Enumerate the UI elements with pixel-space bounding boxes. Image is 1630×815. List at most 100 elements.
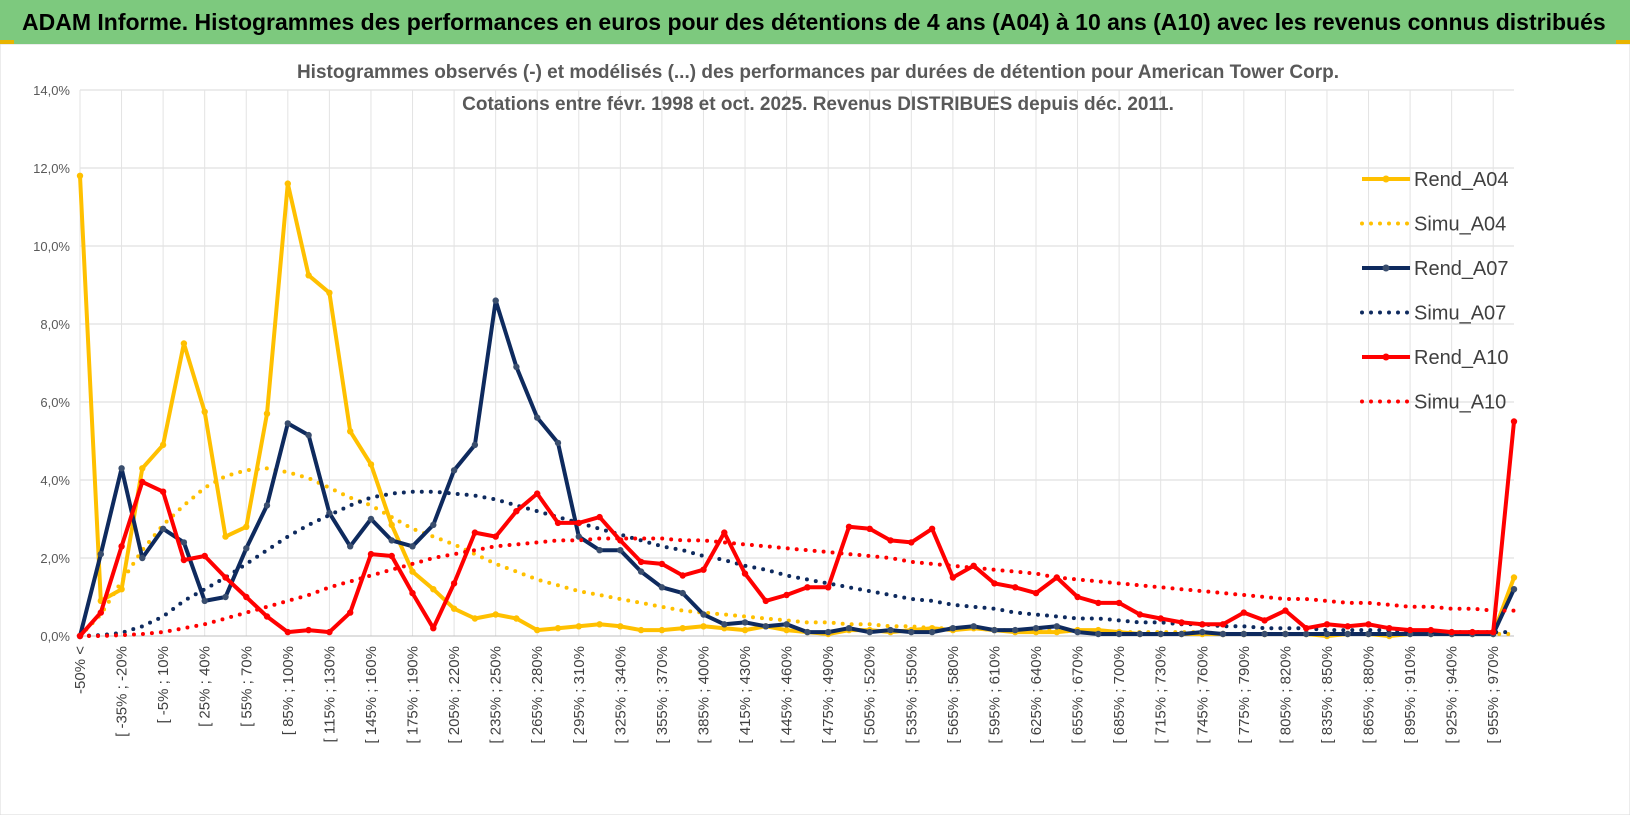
series-line-simu-a07 xyxy=(78,489,1516,638)
y-tick-label: 8,0% xyxy=(40,317,70,332)
data-point xyxy=(222,593,229,601)
x-tick-label: [ 175% ; 190% xyxy=(405,646,422,744)
data-point xyxy=(949,625,957,632)
data-point xyxy=(409,568,416,575)
data-point xyxy=(1074,593,1081,601)
data-point xyxy=(243,545,250,552)
data-point xyxy=(825,584,832,591)
x-tick-label: [ 415% ; 430% xyxy=(737,646,754,744)
data-point xyxy=(1012,626,1019,634)
data-point xyxy=(1157,615,1164,622)
data-point xyxy=(804,628,811,636)
data-point xyxy=(658,560,666,568)
data-point xyxy=(1448,628,1455,636)
data-point xyxy=(1323,630,1331,638)
data-point xyxy=(430,521,437,529)
data-point xyxy=(76,172,84,179)
chart-area xyxy=(0,44,1630,815)
x-tick-label: [ -35% ; -20% xyxy=(114,646,131,737)
data-point xyxy=(430,625,437,632)
data-point xyxy=(928,628,936,636)
data-point xyxy=(1323,621,1331,628)
data-point xyxy=(1386,625,1393,632)
data-point xyxy=(305,431,312,439)
data-point xyxy=(284,420,291,427)
data-point xyxy=(1406,626,1414,634)
data-point xyxy=(866,525,873,532)
histogram-chart: Histogrammes observés (-) et modélisés (… xyxy=(0,44,1630,815)
data-point xyxy=(1032,625,1040,632)
data-point xyxy=(970,623,977,630)
data-point xyxy=(637,568,645,575)
legend-marker xyxy=(1382,264,1390,272)
legend-label-simu-a10: Simu_A10 xyxy=(1414,392,1506,414)
data-point xyxy=(159,488,167,495)
data-point xyxy=(928,525,936,532)
data-point xyxy=(367,550,375,558)
x-tick-label: [ 325% ; 340% xyxy=(612,646,629,744)
data-point xyxy=(1136,611,1144,618)
data-point xyxy=(617,623,624,630)
data-point xyxy=(1219,630,1227,638)
data-point xyxy=(741,570,749,577)
data-point xyxy=(263,613,271,620)
data-point xyxy=(492,297,499,304)
data-point xyxy=(1199,628,1206,636)
x-tick-label: [ 475% ; 490% xyxy=(820,646,837,744)
data-point xyxy=(783,591,790,599)
data-point xyxy=(513,615,520,622)
data-point xyxy=(1510,418,1518,425)
x-tick-label: [ 235% ; 250% xyxy=(488,646,505,744)
data-point xyxy=(201,597,208,605)
data-point xyxy=(450,580,458,587)
data-point xyxy=(1344,623,1351,630)
data-point xyxy=(637,626,645,634)
series-line-rend-a10 xyxy=(78,421,1516,638)
data-point xyxy=(637,558,645,566)
data-point xyxy=(180,556,188,564)
x-tick-label: [ 745% ; 760% xyxy=(1194,646,1211,744)
data-point xyxy=(1282,630,1289,638)
data-point xyxy=(534,414,541,421)
data-point xyxy=(409,589,416,597)
data-point xyxy=(430,586,437,593)
series-rend-a10 xyxy=(76,418,1518,640)
data-point xyxy=(679,589,686,597)
y-tick-label: 2,0% xyxy=(40,551,70,566)
header-banner: ADAM Informe. Histogrammes des performan… xyxy=(0,0,1630,44)
series-rend-a07 xyxy=(76,297,1518,640)
legend-marker xyxy=(1382,175,1390,183)
data-point xyxy=(1136,630,1144,638)
x-axis: -50% < [ -35% ; -20% [ -5% ; 10% [ 25% ; 40… xyxy=(72,646,1502,744)
data-point xyxy=(367,461,375,468)
data-point xyxy=(471,615,479,622)
data-point xyxy=(762,597,769,605)
data-point xyxy=(1510,574,1518,581)
data-point xyxy=(97,550,105,558)
data-point xyxy=(554,519,562,527)
x-tick-label: [ 355% ; 370% xyxy=(654,646,671,744)
data-point xyxy=(825,628,832,636)
data-point xyxy=(326,628,333,636)
data-point xyxy=(180,539,188,546)
data-point xyxy=(596,547,603,554)
data-point xyxy=(1282,607,1289,614)
data-point xyxy=(201,552,208,560)
data-point xyxy=(347,428,354,435)
x-tick-label: [ 805% ; 820% xyxy=(1277,646,1294,744)
legend-label-rend-a04: Rend_A04 xyxy=(1414,169,1509,191)
data-point xyxy=(762,623,769,630)
data-point xyxy=(263,410,271,417)
data-point xyxy=(617,547,624,554)
x-tick-label: [ 925% ; 940% xyxy=(1444,646,1461,744)
data-point xyxy=(1365,630,1372,638)
data-point xyxy=(1157,630,1164,638)
data-point xyxy=(263,502,271,509)
data-point xyxy=(1510,586,1518,593)
y-tick-label: 14,0% xyxy=(33,83,70,98)
data-point xyxy=(1032,589,1040,597)
data-point xyxy=(97,609,105,616)
data-point xyxy=(243,523,250,530)
data-point xyxy=(201,408,208,415)
data-point xyxy=(118,543,125,550)
